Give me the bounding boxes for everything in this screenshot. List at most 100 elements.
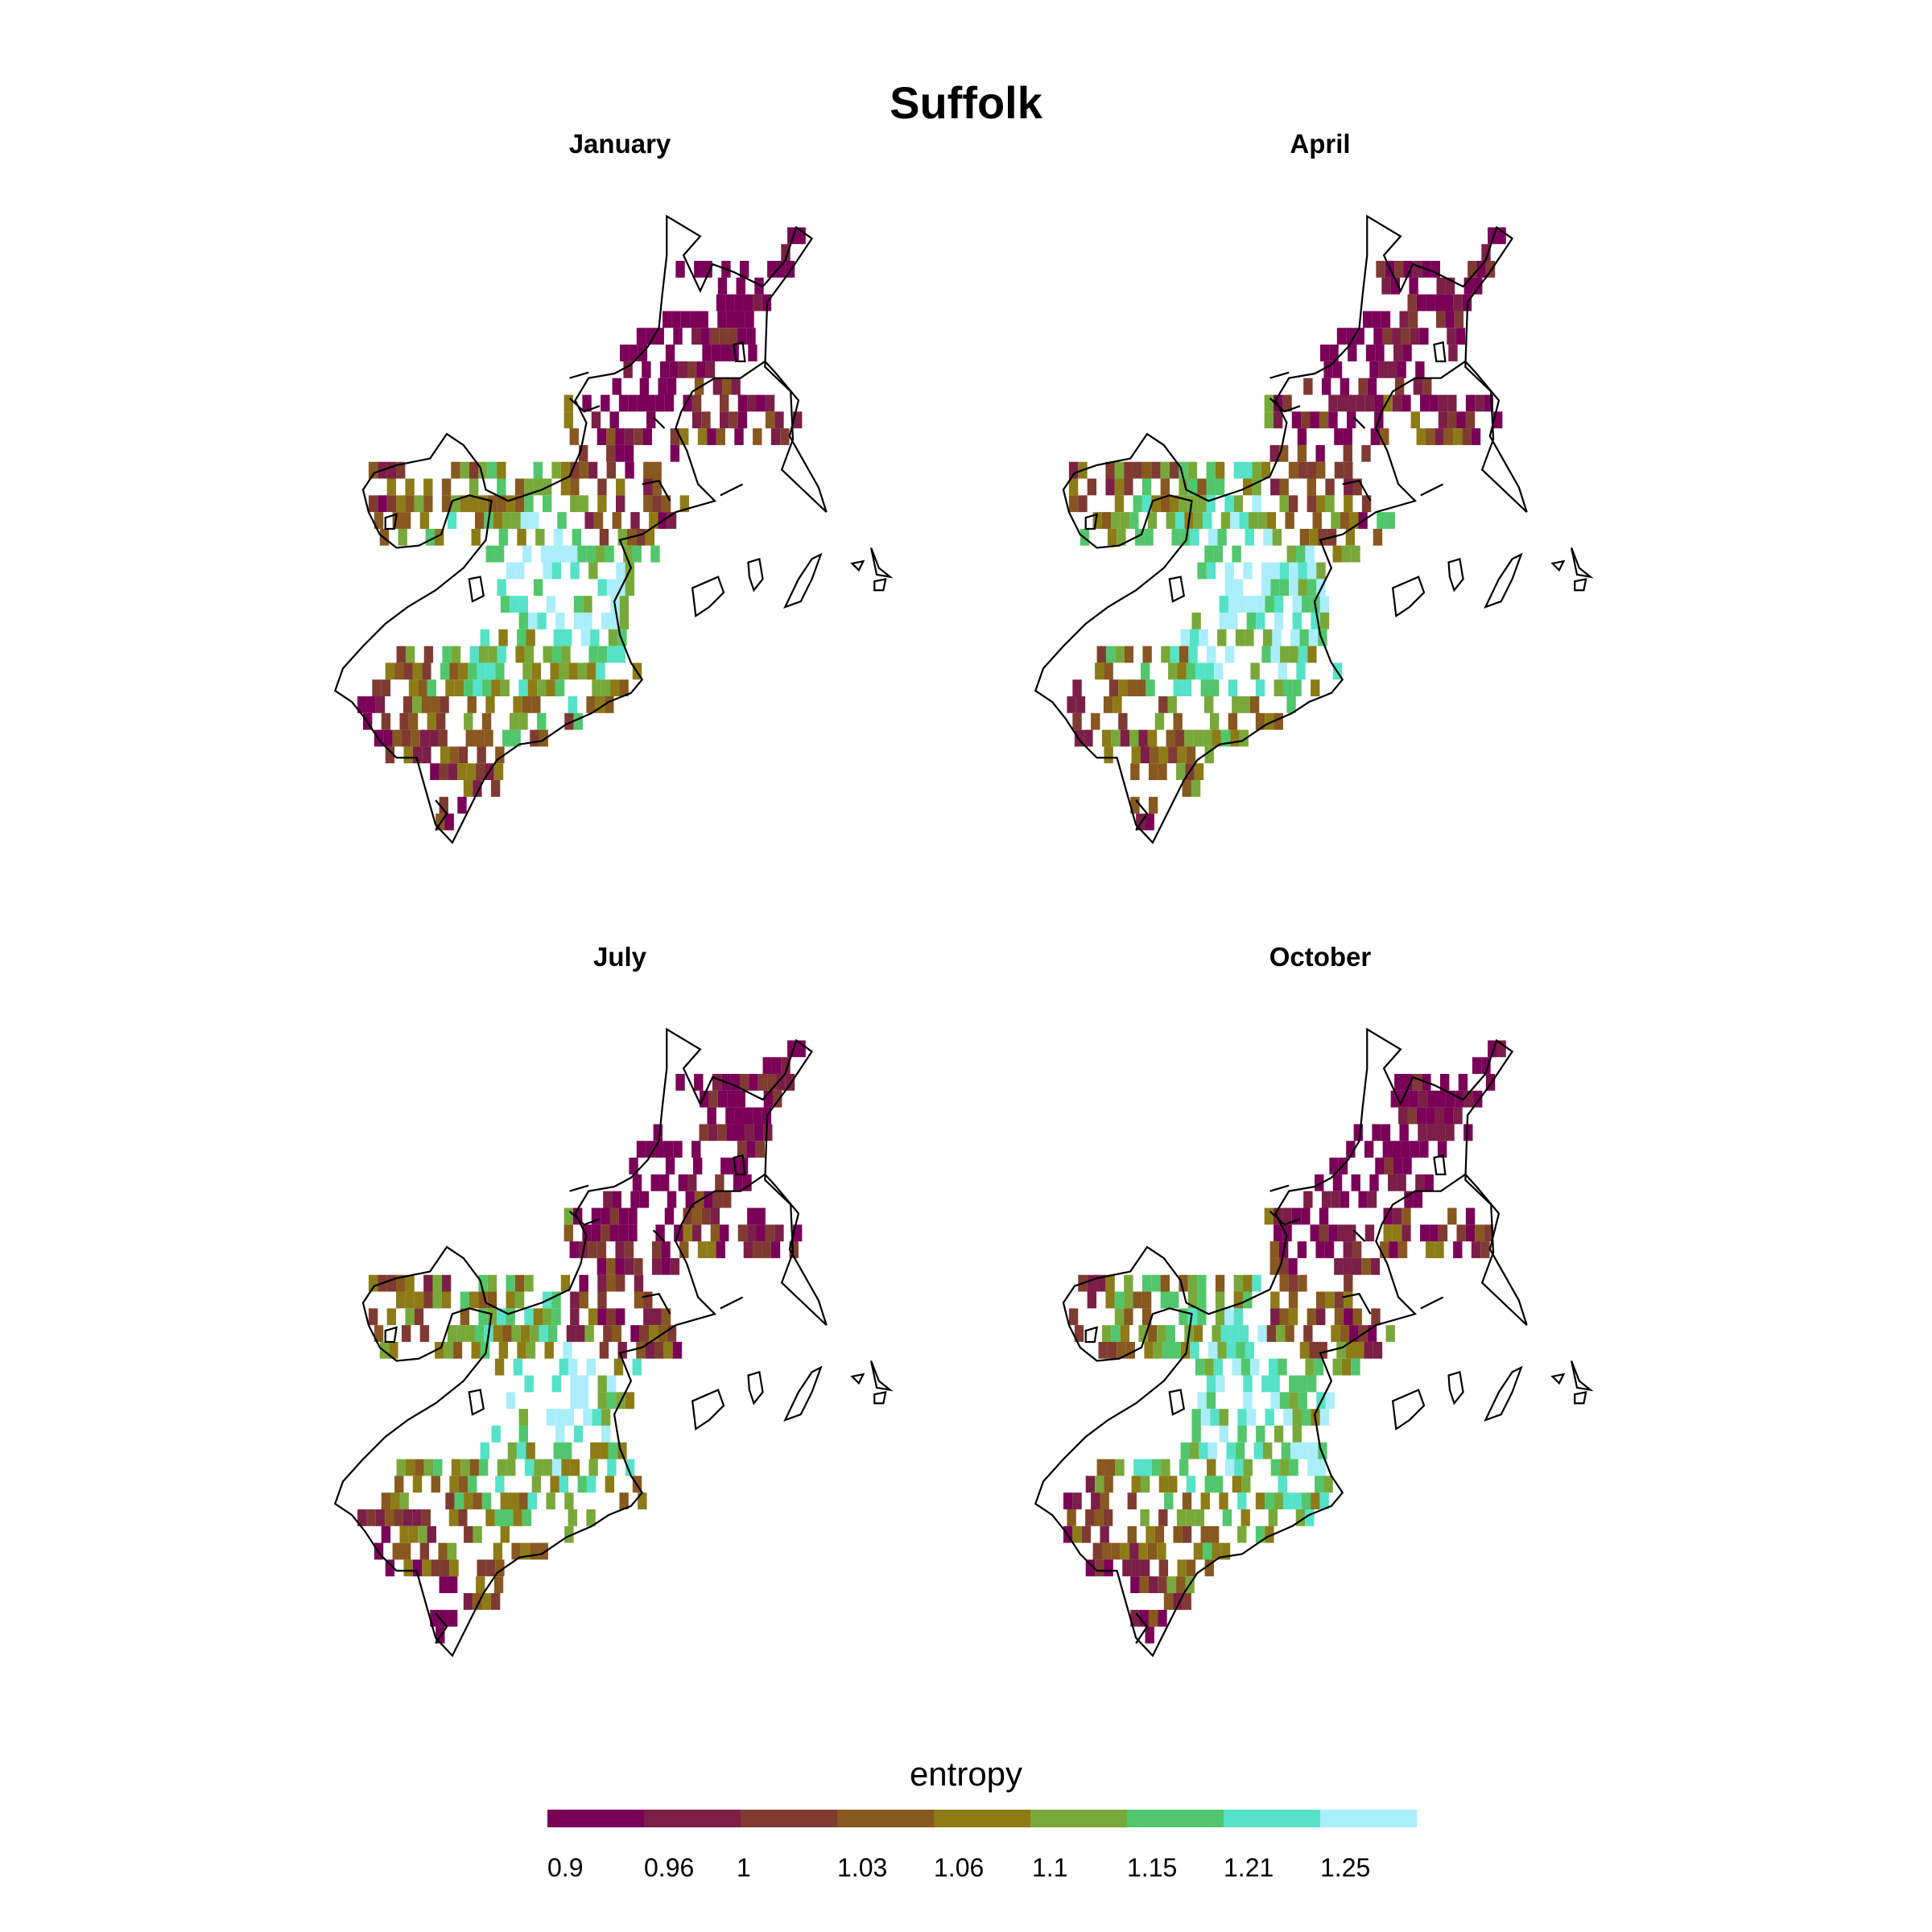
heatmap-cell <box>1274 1208 1283 1225</box>
heatmap-cell <box>1220 1325 1231 1342</box>
heatmap-cell <box>506 1308 515 1326</box>
heatmap-cell <box>584 512 594 529</box>
heatmap-cell <box>375 696 386 713</box>
heatmap-cell <box>586 1476 597 1493</box>
heatmap-cell <box>655 394 665 412</box>
heatmap-cell <box>1343 444 1352 462</box>
heatmap-cell <box>710 1224 720 1242</box>
heatmap-cell <box>451 461 460 479</box>
heatmap-cell <box>464 1525 473 1543</box>
heatmap-cell <box>1129 1542 1139 1560</box>
heatmap-cell <box>1381 1124 1391 1141</box>
heatmap-cell <box>423 1291 433 1309</box>
heatmap-cell <box>385 663 395 680</box>
heatmap-cell <box>1220 1542 1231 1560</box>
heatmap-cell <box>1253 1442 1263 1459</box>
heatmap-cell <box>1272 629 1282 646</box>
heatmap-cell <box>537 712 547 730</box>
heatmap-cell <box>679 495 689 513</box>
heatmap-cell <box>1101 1542 1112 1560</box>
heatmap-cell <box>553 629 563 646</box>
heatmap-cell <box>1176 763 1186 781</box>
heatmap-cell <box>1462 428 1472 445</box>
heatmap-cell <box>551 461 561 479</box>
heatmap-cell <box>1127 1525 1137 1543</box>
heatmap-cell <box>1309 1341 1319 1359</box>
heatmap-cell <box>704 1191 713 1208</box>
heatmap-cell <box>659 1174 670 1191</box>
heatmap-cell <box>1179 461 1188 479</box>
heatmap-cell <box>616 1274 625 1292</box>
heatmap-cell <box>630 512 640 529</box>
coast-outline <box>642 480 671 502</box>
heatmap-cell <box>716 428 725 445</box>
heatmap-cell <box>533 579 543 597</box>
heatmap-cell <box>1323 361 1333 378</box>
heatmap-cell <box>1392 394 1402 412</box>
heatmap-cell <box>619 679 629 696</box>
heatmap-cell <box>612 1191 621 1208</box>
heatmap-cell <box>643 1308 653 1326</box>
heatmap-cell <box>546 679 555 696</box>
coast-outline <box>1574 1390 1587 1405</box>
heatmap-cell <box>771 1057 782 1075</box>
heatmap-cell <box>1261 461 1271 479</box>
heatmap-cell <box>1100 1525 1109 1543</box>
heatmap-cell <box>1305 545 1315 563</box>
heatmap-cell <box>1199 1442 1208 1459</box>
heatmap-cell <box>1471 1241 1481 1258</box>
heatmap-cell <box>1141 1274 1152 1292</box>
heatmap-cell <box>568 545 578 563</box>
heatmap-cell <box>1416 1107 1426 1125</box>
heatmap-cell <box>502 1325 512 1342</box>
heatmap-cell <box>1139 1609 1149 1627</box>
heatmap-cell <box>687 1174 697 1191</box>
heatmap-cell <box>389 1341 398 1359</box>
heatmap-cell <box>1096 1459 1106 1476</box>
heatmap-cell <box>481 1593 491 1610</box>
heatmap-cell <box>619 596 630 613</box>
heatmap-cell <box>588 1308 598 1326</box>
heatmap-cell <box>1160 1274 1170 1292</box>
heatmap-cell <box>1124 461 1133 479</box>
heatmap-cell <box>1334 428 1344 445</box>
heatmap-cell <box>1193 512 1203 529</box>
heatmap-cell <box>1278 1476 1287 1493</box>
panel-title: January <box>568 129 671 159</box>
heatmap-cell <box>405 1459 415 1476</box>
heatmap-cell <box>515 646 525 663</box>
heatmap-cell <box>421 1509 431 1526</box>
heatmap-cell <box>478 461 488 479</box>
coast-outline <box>1391 576 1426 618</box>
heatmap-cell <box>543 562 552 580</box>
heatmap-cell <box>1203 512 1212 529</box>
coast-outline <box>1447 1370 1464 1406</box>
heatmap-cell <box>1394 261 1404 278</box>
panel-title: April <box>1290 129 1351 159</box>
heatmap-cell <box>1403 261 1413 278</box>
heatmap-cell <box>1447 411 1457 429</box>
heatmap-cell <box>522 663 532 680</box>
heatmap-cell <box>1270 646 1281 663</box>
heatmap-cell <box>396 461 406 479</box>
coast-outline <box>870 1360 894 1392</box>
heatmap-cell <box>661 1241 671 1258</box>
coast-outline <box>1571 1360 1594 1392</box>
heatmap-cell <box>694 261 704 278</box>
heatmap-cell <box>514 495 525 513</box>
heatmap-cell <box>570 1291 580 1309</box>
heatmap-cell <box>700 1090 709 1108</box>
heatmap-cell <box>1262 1442 1273 1459</box>
heatmap-cell <box>1297 1241 1307 1258</box>
heatmap-cell <box>1292 1492 1302 1509</box>
heatmap-cell <box>597 428 607 445</box>
heatmap-cell <box>448 1609 458 1627</box>
heatmap-cell <box>1445 1090 1455 1108</box>
heatmap-cell <box>480 629 489 646</box>
heatmap-cell <box>653 1124 663 1141</box>
heatmap-cell <box>597 1308 607 1326</box>
heatmap-cell <box>1369 1174 1379 1191</box>
heatmap-cell <box>630 1325 640 1342</box>
heatmap-cell <box>402 1509 413 1526</box>
heatmap-cell <box>1453 428 1463 445</box>
